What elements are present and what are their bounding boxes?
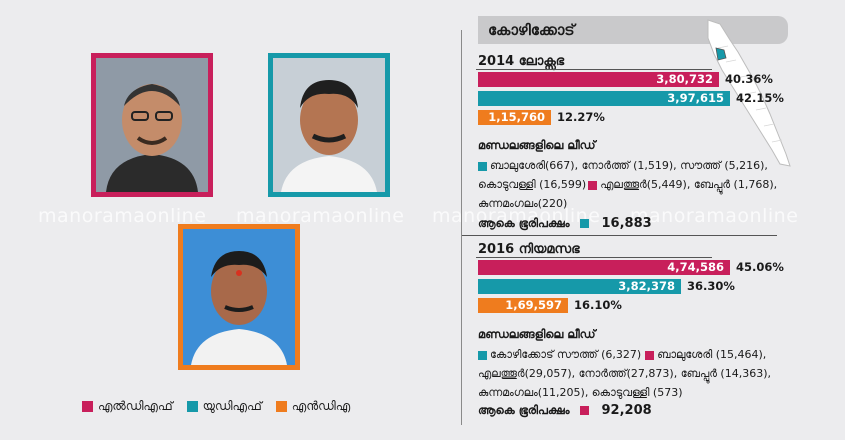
lead-udf: കോഴിക്കോട് സൗത്ത് (6,327) xyxy=(490,348,642,361)
watermark: manoramaonline xyxy=(38,205,207,227)
lead-text-2016: കോഴിക്കോട് സൗത്ത് (6,327) ബാലുശേരി (15,46… xyxy=(478,345,783,402)
lead-text-2014: ബാലുശേരി(667), നോർത്ത് (1,519), സൗത്ത് (… xyxy=(478,156,778,213)
udf-square-icon xyxy=(579,219,589,228)
udf-square-icon xyxy=(478,350,487,360)
total-value: 92,208 xyxy=(601,403,652,418)
percent-label-ldf: 45.06% xyxy=(736,260,784,274)
legend-label: എൽഡിഎഫ് xyxy=(98,399,173,413)
lead-ldf: എലത്തൂർ(5,449), ബേപ്പൂർ (1,768), കുന്നമം… xyxy=(478,178,778,210)
nda-swatch xyxy=(275,401,287,412)
percent-label-udf: 36.30% xyxy=(687,279,735,293)
person-icon xyxy=(273,58,385,192)
bar-udf: 3,82,378 xyxy=(478,279,681,294)
total-label: ആകെ ഭൂരിപക്ഷം xyxy=(478,216,570,230)
percent-label-udf: 42.15% xyxy=(736,91,784,105)
ldf-square-icon xyxy=(645,350,655,360)
bar-ldf: 3,80,732 xyxy=(478,72,719,87)
total-value: 16,883 xyxy=(601,216,652,231)
ldf-square-icon xyxy=(579,406,589,415)
ldf-square-icon xyxy=(588,180,598,190)
bar-nda: 1,15,760 xyxy=(478,110,551,125)
section-title-2014: 2014 ലോക്സഭ xyxy=(478,54,565,69)
watermark: manoramaonline xyxy=(236,205,405,227)
section-title-2016: 2016 നിയമസഭ xyxy=(478,242,580,257)
legend-label: യുഡിഎഫ് xyxy=(202,399,262,413)
vertical-divider xyxy=(461,30,462,425)
section-underline xyxy=(476,69,712,70)
section-underline xyxy=(476,257,712,258)
udf-square-icon xyxy=(478,161,487,171)
percent-label-ldf: 40.36% xyxy=(725,72,773,86)
lead-ldf: ബാലുശേരി (15,464), എലത്തൂർ(29,057), നോർത… xyxy=(478,348,771,399)
legend-label: എൻഡിഎ xyxy=(291,399,351,413)
watermark: manoramaonline xyxy=(432,205,601,227)
legend-item-ldf: എൽഡിഎഫ് xyxy=(82,399,173,414)
lead-udf: ബാലുശേരി(667), നോർത്ത് (1,519), സൗത്ത് (… xyxy=(478,159,768,191)
percent-label-nda: 12.27% xyxy=(557,110,605,124)
total-label: ആകെ ഭൂരിപക്ഷം xyxy=(478,403,570,417)
legend: എൽഡിഎഫ് യുഡിഎഫ് എൻഡിഎ xyxy=(82,399,350,414)
bar-nda: 1,69,597 xyxy=(478,298,568,313)
percent-label-nda: 16.10% xyxy=(574,298,622,312)
bar-ldf: 4,74,586 xyxy=(478,260,730,275)
section-divider xyxy=(462,235,777,236)
lead-title-2014: മണ്ഡലങ്ങളിലെ ലീഡ് xyxy=(478,138,596,152)
udf-candidate-photo xyxy=(268,53,390,197)
legend-item-udf: യുഡിഎഫ് xyxy=(186,399,262,414)
bar-udf: 3,97,615 xyxy=(478,91,730,106)
ldf-candidate-photo xyxy=(91,53,213,197)
watermark: manoramaonline xyxy=(630,205,799,227)
kerala-map-icon xyxy=(707,19,791,167)
total-2016: ആകെ ഭൂരിപക്ഷം 92,208 xyxy=(478,403,652,418)
nda-candidate-photo xyxy=(178,224,300,370)
district-header: കോഴിക്കോട് xyxy=(478,16,788,44)
lead-title-2016: മണ്ഡലങ്ങളിലെ ലീഡ് xyxy=(478,327,596,341)
person-icon xyxy=(96,58,208,192)
udf-swatch xyxy=(186,401,198,412)
ldf-swatch xyxy=(82,401,93,412)
total-2014: ആകെ ഭൂരിപക്ഷം 16,883 xyxy=(478,216,652,231)
legend-item-nda: എൻഡിഎ xyxy=(275,399,351,414)
person-icon xyxy=(183,229,295,365)
